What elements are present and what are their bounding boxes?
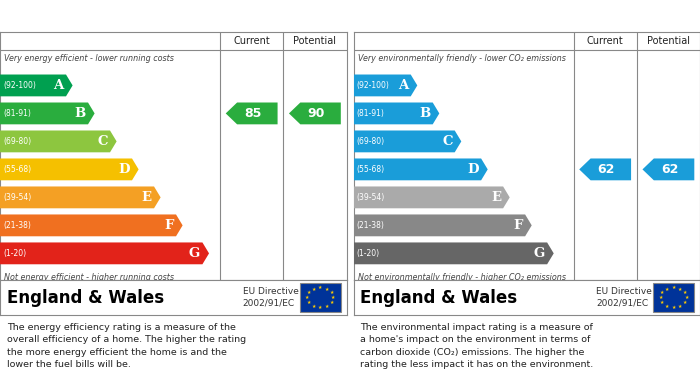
Polygon shape (579, 158, 631, 180)
Text: Potential: Potential (293, 36, 337, 46)
Text: The environmental impact rating is a measure of
a home's impact on the environme: The environmental impact rating is a mea… (360, 323, 594, 369)
Text: ★: ★ (683, 290, 687, 295)
Text: ★: ★ (678, 287, 682, 292)
Text: ★: ★ (318, 285, 323, 290)
Text: ★: ★ (331, 295, 335, 300)
Text: (1-20): (1-20) (4, 249, 27, 258)
Polygon shape (0, 214, 183, 236)
Text: ★: ★ (312, 303, 316, 308)
Text: (81-91): (81-91) (4, 109, 32, 118)
Text: ★: ★ (325, 287, 329, 292)
Text: EU Directive
2002/91/EC: EU Directive 2002/91/EC (596, 287, 652, 308)
Text: 85: 85 (244, 107, 262, 120)
Text: Potential: Potential (647, 36, 690, 46)
Text: (69-80): (69-80) (4, 137, 32, 146)
Text: Not energy efficient - higher running costs: Not energy efficient - higher running co… (4, 273, 174, 282)
Text: E: E (491, 191, 501, 204)
Polygon shape (354, 102, 440, 124)
Text: E: E (142, 191, 152, 204)
Text: 62: 62 (661, 163, 678, 176)
Text: ★: ★ (658, 295, 663, 300)
Polygon shape (289, 102, 341, 124)
Text: ★: ★ (660, 300, 664, 305)
Polygon shape (354, 75, 417, 96)
Text: ★: ★ (330, 300, 334, 305)
Text: ★: ★ (678, 303, 682, 308)
Text: ★: ★ (665, 303, 669, 308)
Polygon shape (0, 102, 94, 124)
Text: (39-54): (39-54) (4, 193, 32, 202)
Text: (55-68): (55-68) (4, 165, 32, 174)
FancyBboxPatch shape (653, 283, 694, 312)
Polygon shape (0, 158, 139, 180)
Text: D: D (118, 163, 130, 176)
Text: G: G (189, 247, 200, 260)
Polygon shape (354, 187, 510, 208)
Text: (55-68): (55-68) (357, 165, 385, 174)
Text: F: F (164, 219, 174, 232)
Polygon shape (354, 158, 488, 180)
Text: (39-54): (39-54) (357, 193, 385, 202)
Text: ★: ★ (683, 300, 687, 305)
Text: The energy efficiency rating is a measure of the
overall efficiency of a home. T: The energy efficiency rating is a measur… (7, 323, 246, 369)
Text: Environmental Impact (CO₂) Rating: Environmental Impact (CO₂) Rating (360, 9, 622, 22)
Text: ★: ★ (660, 290, 664, 295)
Text: G: G (533, 247, 545, 260)
Text: EU Directive
2002/91/EC: EU Directive 2002/91/EC (242, 287, 298, 308)
Polygon shape (0, 75, 73, 96)
Polygon shape (0, 187, 160, 208)
Text: ★: ★ (307, 290, 311, 295)
Text: (92-100): (92-100) (357, 81, 390, 90)
Text: Very environmentally friendly - lower CO₂ emissions: Very environmentally friendly - lower CO… (358, 54, 566, 63)
Text: Current: Current (587, 36, 624, 46)
Text: C: C (97, 135, 108, 148)
Polygon shape (354, 131, 461, 152)
Text: ★: ★ (330, 290, 334, 295)
Text: F: F (514, 219, 523, 232)
FancyBboxPatch shape (300, 283, 341, 312)
Text: ★: ★ (318, 305, 323, 310)
Text: Current: Current (233, 36, 270, 46)
Polygon shape (354, 214, 532, 236)
Text: England & Wales: England & Wales (7, 289, 164, 307)
Polygon shape (0, 131, 117, 152)
Text: A: A (398, 79, 409, 92)
Text: (21-38): (21-38) (4, 221, 32, 230)
Text: ★: ★ (665, 287, 669, 292)
Text: Not environmentally friendly - higher CO₂ emissions: Not environmentally friendly - higher CO… (358, 273, 566, 282)
Text: Very energy efficient - lower running costs: Very energy efficient - lower running co… (4, 54, 174, 63)
Text: (21-38): (21-38) (357, 221, 385, 230)
Polygon shape (354, 242, 554, 264)
Text: 62: 62 (598, 163, 615, 176)
Polygon shape (0, 242, 209, 264)
Polygon shape (643, 158, 694, 180)
Text: (1-20): (1-20) (357, 249, 380, 258)
Text: A: A (54, 79, 64, 92)
Polygon shape (225, 102, 278, 124)
Text: B: B (419, 107, 430, 120)
Text: ★: ★ (671, 305, 676, 310)
Text: 90: 90 (307, 107, 325, 120)
Text: England & Wales: England & Wales (360, 289, 517, 307)
Text: ★: ★ (325, 303, 329, 308)
Text: ★: ★ (312, 287, 316, 292)
Text: ★: ★ (685, 295, 689, 300)
Text: ★: ★ (304, 295, 309, 300)
Text: ★: ★ (307, 300, 311, 305)
Text: (92-100): (92-100) (4, 81, 36, 90)
Text: ★: ★ (671, 285, 676, 290)
Text: C: C (442, 135, 452, 148)
Text: (81-91): (81-91) (357, 109, 385, 118)
Text: B: B (75, 107, 86, 120)
Text: D: D (468, 163, 479, 176)
Text: Energy Efficiency Rating: Energy Efficiency Rating (7, 9, 190, 22)
Text: (69-80): (69-80) (357, 137, 385, 146)
